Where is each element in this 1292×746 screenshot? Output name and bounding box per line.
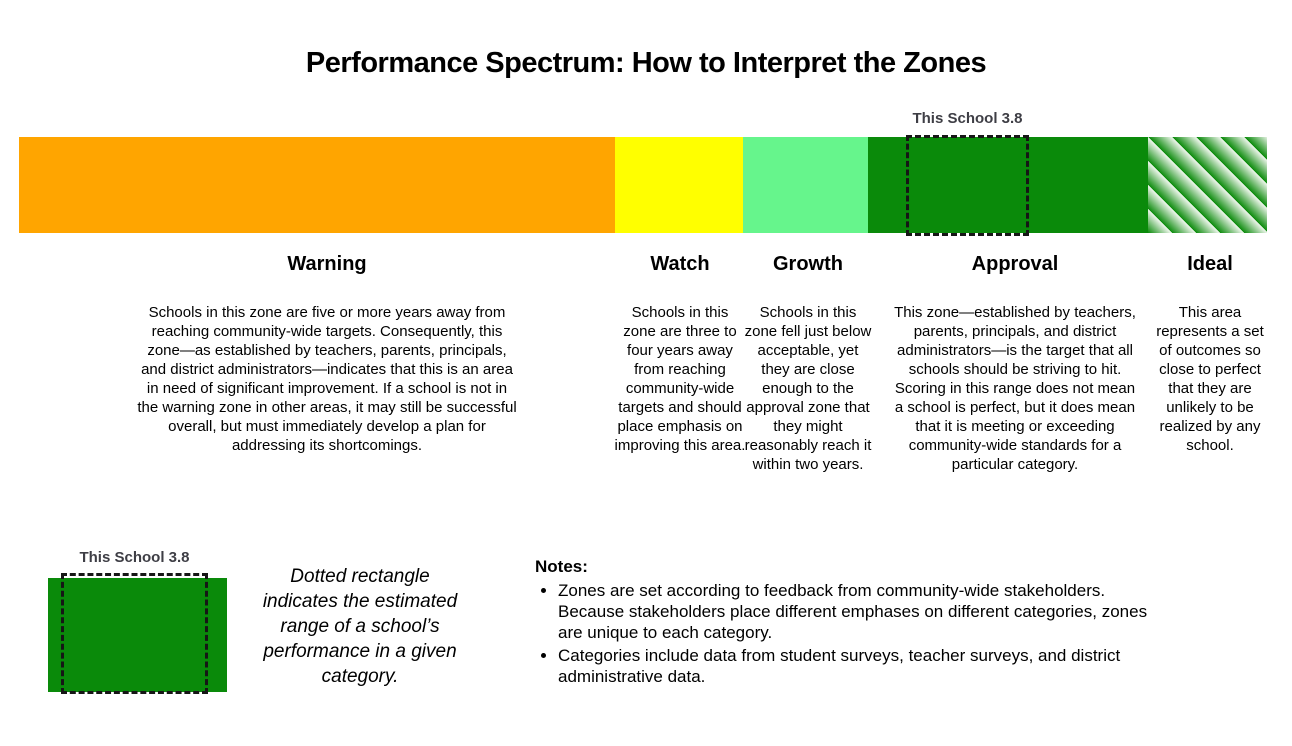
performance-bar <box>19 137 1267 233</box>
notes-heading: Notes: <box>535 557 588 576</box>
zone-name-watch: Watch <box>650 253 710 275</box>
zone-segment-ideal <box>1148 137 1267 233</box>
zone-column-ideal: Ideal This area represents a set of outc… <box>1152 253 1268 455</box>
zone-column-warning: Warning Schools in this zone are five or… <box>136 253 518 455</box>
zone-description-watch: Schools in this zone are three to four y… <box>614 304 746 454</box>
zone-name-approval: Approval <box>971 253 1059 275</box>
note-item: Categories include data from student sur… <box>558 645 1160 687</box>
zone-segment-growth <box>743 137 868 233</box>
zone-column-watch: Watch Schools in this zone are three to … <box>614 253 746 455</box>
zone-description-approval: This zone—established by teachers, paren… <box>894 304 1136 473</box>
legend-school-score-label: This School 3.8 <box>79 549 190 566</box>
legend-caption: Dotted rectangle indicates the estimated… <box>262 566 458 687</box>
notes-list: Zones are set according to feedback from… <box>535 580 1160 687</box>
zone-description-warning: Schools in this zone are five or more ye… <box>137 304 517 454</box>
zone-column-approval: Approval This zone—established by teache… <box>891 253 1139 474</box>
note-item: Zones are set according to feedback from… <box>558 580 1160 643</box>
zone-name-ideal: Ideal <box>1187 253 1233 275</box>
zone-description-growth: Schools in this zone fell just below acc… <box>744 304 872 473</box>
zone-column-growth: Growth Schools in this zone fell just be… <box>744 253 872 474</box>
page-title: Performance Spectrum: How to Interpret t… <box>305 47 987 79</box>
zone-segment-approval <box>868 137 1148 233</box>
zone-description-ideal: This area represents a set of outcomes s… <box>1156 304 1264 454</box>
legend-dotted-rectangle <box>61 573 208 694</box>
notes-section: Notes: Zones are set according to feedba… <box>535 557 1160 689</box>
zone-segment-watch <box>615 137 743 233</box>
zone-name-warning: Warning <box>287 253 367 275</box>
legend-green-swatch <box>48 578 227 692</box>
zone-segment-warning <box>19 137 615 233</box>
zone-name-growth: Growth <box>773 253 843 275</box>
school-score-label: This School 3.8 <box>912 110 1023 127</box>
school-range-dotted-rectangle <box>906 135 1029 236</box>
